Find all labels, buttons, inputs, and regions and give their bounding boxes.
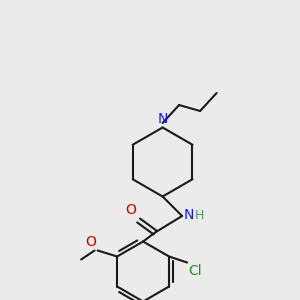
Text: O: O <box>85 235 96 249</box>
Text: N: N <box>158 112 168 126</box>
Text: N: N <box>184 208 194 222</box>
Text: H: H <box>195 208 204 222</box>
Text: O: O <box>125 203 136 218</box>
Text: Cl: Cl <box>189 264 202 278</box>
